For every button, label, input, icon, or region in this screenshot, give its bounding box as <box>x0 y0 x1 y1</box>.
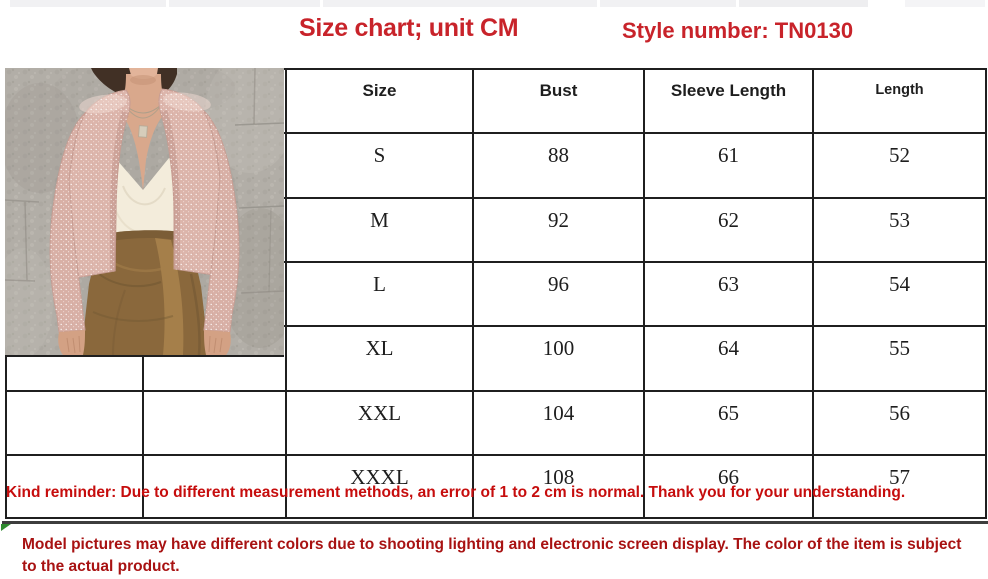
top-strip-segment <box>323 0 597 7</box>
sleeve-cell: 64 <box>643 325 814 392</box>
length-cell: 56 <box>812 390 987 456</box>
length-cell: 55 <box>812 325 987 392</box>
size-cell: XXXL <box>285 454 474 519</box>
sleeve-cell: 65 <box>643 390 814 456</box>
bust-cell: 88 <box>472 132 645 199</box>
empty-cell <box>5 390 144 456</box>
size-cell: XL <box>285 325 474 392</box>
size-cell: M <box>285 197 474 263</box>
size-cell: XXL <box>285 390 474 456</box>
page-title: Size chart; unit CM <box>299 14 519 42</box>
column-header-bust: Bust <box>472 68 645 134</box>
column-header-sleeve-length: Sleeve Length <box>643 68 814 134</box>
sleeve-cell: 63 <box>643 261 814 327</box>
bust-cell: 96 <box>472 261 645 327</box>
top-strip-segment <box>169 0 320 7</box>
empty-cell <box>142 454 287 519</box>
sleeve-cell: 61 <box>643 132 814 199</box>
sleeve-cell: 62 <box>643 197 814 263</box>
section-divider <box>2 521 988 524</box>
empty-cell <box>5 454 144 519</box>
bust-cell: 92 <box>472 197 645 263</box>
table-row: XXXL 108 66 57 <box>5 454 987 519</box>
green-corner-mark <box>1 524 11 531</box>
table-row: XXL 104 65 56 <box>5 390 987 456</box>
style-number: Style number: TN0130 <box>622 18 854 43</box>
size-table: Size Bust Sleeve Length Length S 88 61 5… <box>5 68 987 519</box>
column-header-length: Length <box>812 68 987 134</box>
top-strip-segment <box>739 0 868 7</box>
product-photo <box>0 53 300 368</box>
wall-mortar-seams <box>4 67 285 294</box>
product-photo-illustration <box>0 53 300 368</box>
empty-cell <box>142 390 287 456</box>
bust-cell: 100 <box>472 325 645 392</box>
table-row: XL 100 64 55 <box>5 325 987 392</box>
size-cell: S <box>285 132 474 199</box>
length-cell: 57 <box>812 454 987 519</box>
column-header-size: Size <box>285 68 474 134</box>
top-strip-segment <box>10 0 166 7</box>
model-hands <box>58 330 231 355</box>
bust-cell: 104 <box>472 390 645 456</box>
bust-cell: 108 <box>472 454 645 519</box>
length-cell: 53 <box>812 197 987 263</box>
sleeve-cell: 66 <box>643 454 814 519</box>
length-cell: 54 <box>812 261 987 327</box>
top-strip-segment <box>600 0 736 7</box>
top-strip-segment <box>905 0 985 7</box>
length-cell: 52 <box>812 132 987 199</box>
size-cell: L <box>285 261 474 327</box>
color-disclaimer-note: Model pictures may have different colors… <box>22 536 962 575</box>
kind-reminder-note: Kind reminder: Due to different measurem… <box>6 484 906 501</box>
